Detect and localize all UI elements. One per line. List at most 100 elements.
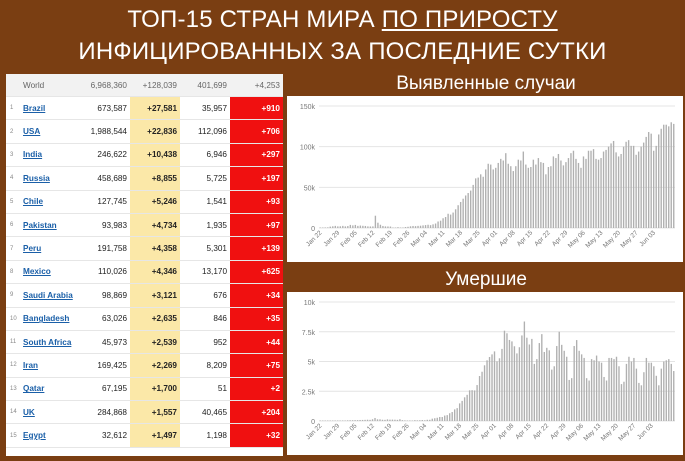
- bar: [436, 417, 438, 421]
- bar: [324, 227, 326, 228]
- bar: [587, 150, 590, 228]
- x-tick-label: Apr 22: [532, 422, 551, 441]
- bar: [635, 368, 638, 421]
- bar: [570, 153, 572, 228]
- bar: [613, 359, 615, 421]
- bar: [352, 225, 354, 228]
- country-link[interactable]: Qatar: [23, 384, 45, 394]
- bar: [537, 158, 540, 228]
- bar: [505, 153, 507, 228]
- country-link[interactable]: Brazil: [23, 103, 46, 113]
- country-link[interactable]: Russia: [23, 173, 50, 183]
- bar: [387, 226, 389, 228]
- table-row: 7 Peru 191,758 +4,358 5,301 +139: [6, 236, 283, 261]
- bar: [575, 158, 577, 228]
- bar: [349, 224, 352, 228]
- bar: [444, 217, 447, 228]
- bar: [643, 372, 645, 421]
- bar: [496, 361, 498, 421]
- bar: [617, 156, 620, 228]
- bar: [472, 184, 474, 228]
- country-link[interactable]: UK: [23, 407, 35, 417]
- bar: [486, 360, 488, 421]
- bar: [452, 212, 454, 228]
- bar: [627, 140, 630, 228]
- bar: [354, 420, 356, 421]
- bar: [527, 167, 530, 228]
- bar: [521, 335, 523, 421]
- bar: [377, 222, 379, 228]
- bar: [600, 362, 603, 421]
- table-row: 10 Bangladesh 63,026 +2,635 846 +35: [6, 307, 283, 331]
- country-link[interactable]: Iran: [23, 360, 39, 370]
- bar: [437, 221, 439, 228]
- bar: [632, 145, 635, 228]
- table-row: 3 India 246,622 +10,438 6,946 +297: [6, 143, 283, 168]
- x-tick-label: May 06: [567, 229, 587, 249]
- bar: [592, 149, 595, 228]
- world-total-cases: 6,968,360: [80, 74, 130, 97]
- bar: [578, 350, 580, 421]
- new-cases: +1,700: [130, 377, 180, 402]
- bar: [414, 420, 416, 421]
- y-tick-label: 50k: [304, 185, 316, 192]
- bar: [575, 340, 578, 421]
- world-new-deaths: +4,253: [230, 74, 283, 97]
- country-link[interactable]: Egypt: [23, 431, 46, 441]
- x-tick-label: Mar 04: [409, 422, 429, 442]
- bar: [412, 225, 414, 228]
- bar: [663, 361, 665, 421]
- new-cases: +2,269: [130, 353, 180, 378]
- bar: [517, 159, 519, 228]
- country-link[interactable]: Saudi Arabia: [23, 290, 73, 300]
- bar: [451, 412, 453, 421]
- y-tick-label: 10k: [304, 300, 316, 307]
- bar: [551, 369, 553, 421]
- bar: [409, 226, 412, 228]
- new-deaths: +32: [230, 423, 283, 448]
- bar: [376, 419, 379, 421]
- new-deaths: +44: [230, 330, 283, 355]
- bar: [605, 380, 608, 421]
- bar: [351, 420, 354, 421]
- title-band: ТОП-15 СТРАН МИРА ПО ПРИРОСТУ ИНФИЦИРОВА…: [0, 0, 685, 70]
- bar: [447, 213, 449, 228]
- bar: [585, 158, 587, 228]
- bar: [663, 124, 665, 228]
- bar: [522, 151, 525, 228]
- bar: [597, 159, 600, 228]
- bar: [552, 156, 555, 228]
- bar: [541, 334, 543, 421]
- total-cases: 673,587: [80, 96, 130, 121]
- bar: [515, 166, 517, 228]
- country-link[interactable]: USA: [23, 127, 41, 137]
- country-link[interactable]: Peru: [23, 244, 42, 254]
- new-deaths: +35: [230, 307, 283, 331]
- country-link[interactable]: Mexico: [23, 267, 51, 277]
- table-row: 5 Chile 127,745 +5,246 1,541 +93: [6, 190, 283, 214]
- bar: [565, 162, 567, 228]
- bar: [638, 382, 640, 421]
- bar: [327, 420, 329, 421]
- bar: [446, 415, 448, 421]
- total-deaths: 846: [180, 307, 230, 331]
- bar: [336, 420, 339, 421]
- bar: [633, 357, 635, 421]
- total-cases: 458,689: [80, 166, 130, 191]
- country-link[interactable]: Bangladesh: [23, 314, 70, 324]
- country-link[interactable]: India: [23, 150, 43, 160]
- y-tick-label: 0: [311, 419, 315, 426]
- total-cases: 63,026: [80, 307, 130, 331]
- bar: [563, 350, 565, 421]
- title-line-2: ИНФИЦИРОВАННЫХ ЗА ПОСЛЕДНИЕ СУТКИ: [78, 38, 607, 65]
- country-link[interactable]: Pakistan: [23, 220, 57, 230]
- deaths-chart: 0 2.5k 5k 7.5k 10k Jan 22 Jan 29 Feb 05 Feb 12 Fe…: [287, 292, 683, 455]
- bar: [483, 365, 486, 421]
- country-link[interactable]: Chile: [23, 197, 44, 207]
- country-link[interactable]: South Africa: [23, 337, 72, 347]
- cases-chart: 0 50k 100k 150k Jan 22 Jan 29 Feb 05 Feb 12 Feb …: [287, 96, 683, 262]
- bar: [635, 154, 637, 228]
- total-deaths: 676: [180, 283, 230, 308]
- bar: [369, 226, 372, 228]
- bar: [668, 359, 670, 421]
